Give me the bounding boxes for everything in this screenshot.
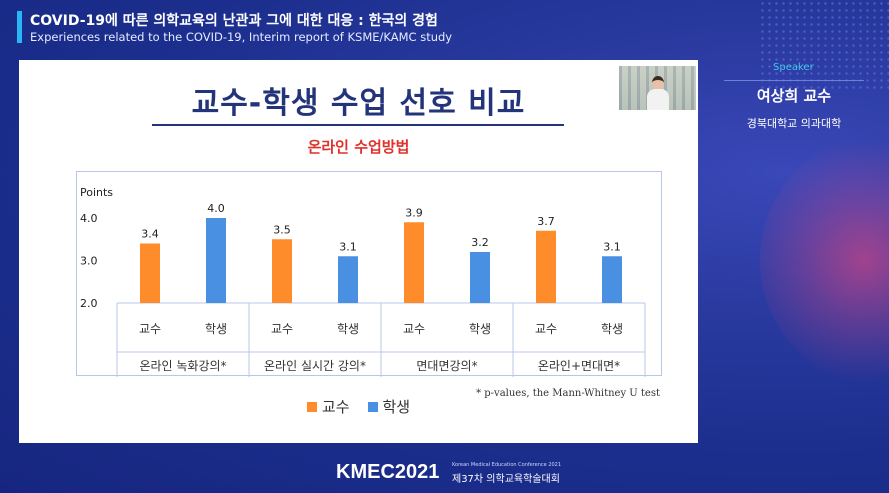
bar-value-label: 3.7 (537, 215, 555, 228)
chart-legend: 교수 학생 (19, 396, 698, 417)
bar-professor (404, 222, 424, 303)
bar-sublabel: 교수 (271, 322, 293, 336)
swirl-decoration (760, 130, 889, 390)
bar-sublabel: 학생 (337, 322, 359, 336)
y-tick-label: 3.0 (80, 255, 98, 268)
header-title-english: Experiences related to the COVID-19, Int… (30, 30, 453, 44)
bar-sublabel: 교수 (139, 322, 161, 336)
legend-swatch-professor (306, 401, 317, 412)
title-underline (152, 124, 564, 126)
category-label: 온라인 실시간 강의* (264, 359, 366, 373)
legend-label-student: 학생 (382, 398, 411, 416)
category-label: 온라인 녹화강의* (139, 359, 226, 373)
bar-sublabel: 학생 (601, 322, 623, 336)
speaker-video-figure (647, 76, 669, 110)
bar-value-label: 3.1 (603, 240, 621, 253)
speaker-affiliation: 경북대학교 의과대학 (746, 117, 842, 130)
presentation-slide: 교수-학생 수업 선호 비교 온라인 수업방법 Points 2.0 3.0 4.0 3… (19, 60, 698, 443)
speaker-label: Speaker (773, 62, 814, 73)
bar-student (338, 256, 358, 303)
bar-value-label: 3.5 (273, 223, 291, 236)
y-tick-label: 2.0 (80, 297, 98, 310)
category-label: 온라인+면대면* (538, 359, 620, 373)
legend-item-professor: 교수 (306, 396, 350, 417)
header-title-korean: COVID-19에 따른 의학교육의 난관과 그에 대한 대응 : 한국의 경험 (30, 13, 438, 29)
bar-student (206, 218, 226, 303)
dot-pattern-decoration (759, 0, 889, 90)
bar-professor (536, 230, 556, 303)
bar-value-label: 4.0 (207, 202, 225, 215)
y-tick-label: 4.0 (80, 212, 98, 225)
slide-title: 교수-학생 수업 선호 비교 (191, 86, 526, 121)
speaker-webcam (619, 66, 696, 110)
bar-professor (272, 239, 292, 303)
y-axis-label: Points (80, 186, 113, 199)
legend-swatch-student (367, 401, 378, 412)
bar-student (470, 252, 490, 303)
legend-label-professor: 교수 (321, 398, 350, 416)
conference-name-english: Korean Medical Education Conference 2021 (452, 462, 562, 468)
footnote: * p-values, the Mann-Whitney U test (476, 388, 660, 399)
bar-sublabel: 교수 (403, 322, 425, 336)
bar-value-label: 3.4 (141, 228, 159, 241)
bar-sublabel: 교수 (535, 322, 557, 336)
bar-sublabel: 학생 (469, 322, 491, 336)
conference-brand: KMEC2021 (336, 461, 440, 483)
bar-student (602, 256, 622, 303)
legend-item-student: 학생 (367, 396, 411, 417)
slide-subtitle: 온라인 수업방법 (307, 138, 410, 156)
bar-value-label: 3.1 (339, 240, 357, 253)
header-accent-bar (17, 11, 22, 43)
category-label: 면대면강의* (416, 359, 477, 373)
speaker-divider (724, 80, 864, 81)
bar-value-label: 3.9 (405, 206, 423, 219)
conference-name-korean: 제37차 의학교육학술대회 (452, 474, 560, 485)
bar-professor (140, 243, 160, 303)
speaker-name: 여상희 교수 (756, 87, 832, 105)
bar-value-label: 3.2 (471, 236, 489, 249)
bar-sublabel: 학생 (205, 322, 227, 336)
